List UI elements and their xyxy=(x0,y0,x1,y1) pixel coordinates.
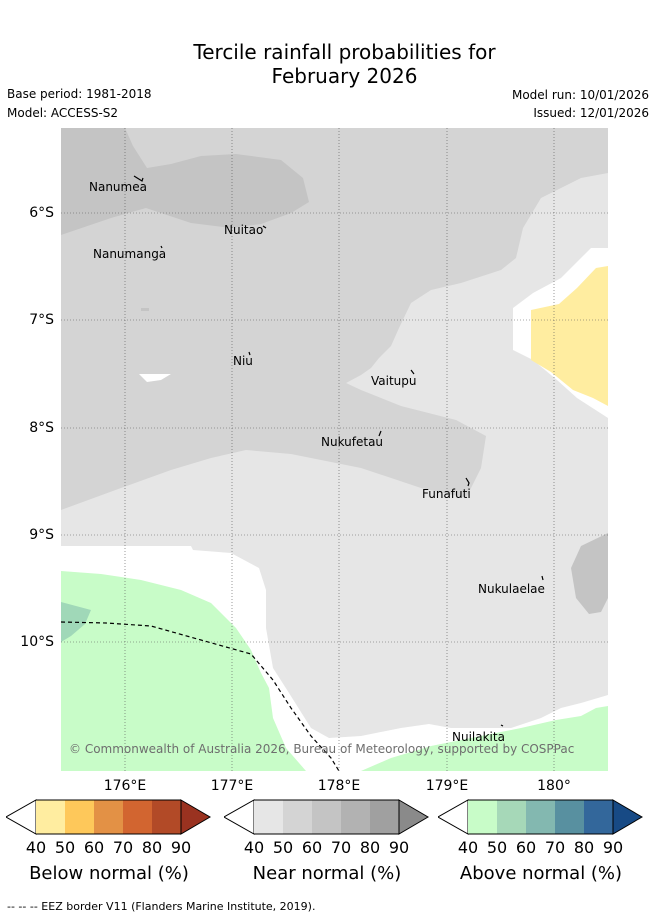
colorbar-below-normal xyxy=(6,799,211,835)
near-normal-60-patch xyxy=(571,533,608,614)
map-title: Tercile rainfall probabilities for Febru… xyxy=(0,40,655,88)
colorbar-tick: 70 xyxy=(330,838,352,857)
eez-footnote: -- -- -- EEZ border V11 (Flanders Marine… xyxy=(7,900,316,913)
lat-label: 8°S xyxy=(29,420,54,436)
colorbar-tick: 40 xyxy=(243,838,265,857)
colorbar-tick: 90 xyxy=(170,838,192,857)
above-normal-40-area-right xyxy=(361,706,608,771)
eez-border xyxy=(61,621,340,771)
small-island-patch xyxy=(141,308,149,311)
lon-label: 176°E xyxy=(103,778,147,794)
lat-label: 7°S xyxy=(29,312,54,328)
small-island-patch-2 xyxy=(139,374,171,382)
place-label: Funafuti xyxy=(422,487,471,501)
colorbar-title-near: Near normal (%) xyxy=(252,863,402,884)
lon-label: 179°E xyxy=(425,778,469,794)
lon-label: 178°E xyxy=(317,778,361,794)
near-normal-60-area xyxy=(61,128,309,235)
place-label: Nanumanga xyxy=(93,247,167,261)
lon-label: 180° xyxy=(537,778,571,794)
above-normal-40-area xyxy=(61,571,306,771)
place-label: Nukufetau xyxy=(321,435,384,449)
lat-label: 9°S xyxy=(29,527,54,543)
issued-date: Issued: 12/01/2026 xyxy=(533,106,649,120)
colorbar-title-below: Below normal (%) xyxy=(29,863,189,884)
island-markers xyxy=(133,175,544,727)
colorbar-tick: 90 xyxy=(388,838,410,857)
place-label: Nukulaelae xyxy=(478,582,545,596)
colorbar-tick: 40 xyxy=(25,838,47,857)
lon-label: 177°E xyxy=(210,778,254,794)
colorbar-swatch xyxy=(36,800,65,834)
place-label: Nuilakita xyxy=(452,730,505,744)
colorbar-tick: 50 xyxy=(486,838,508,857)
colorbar-tick: 60 xyxy=(83,838,105,857)
gridlines xyxy=(61,128,608,771)
colorbar-swatch xyxy=(152,800,181,834)
colorbar-tick: 60 xyxy=(515,838,537,857)
colorbar-tick: 80 xyxy=(573,838,595,857)
place-label: Nanumea xyxy=(89,180,147,194)
place-label: Nuitao xyxy=(224,223,264,237)
colorbar-title-above: Above normal (%) xyxy=(459,863,623,884)
colorbar-above-normal xyxy=(438,799,643,835)
rainfall-map xyxy=(61,128,608,771)
colorbar-tick: 80 xyxy=(141,838,163,857)
lat-label: 10°S xyxy=(20,634,54,650)
lat-label: 6°S xyxy=(29,205,54,221)
base-period: Base period: 1981-2018 xyxy=(7,87,152,101)
colorbar-tick: 50 xyxy=(54,838,76,857)
below-normal-40-area xyxy=(531,266,608,406)
colorbar-tick: 80 xyxy=(359,838,381,857)
colorbar-tick: 40 xyxy=(457,838,479,857)
colorbar-tick: 70 xyxy=(544,838,566,857)
colorbar-swatch xyxy=(123,800,152,834)
colorbar-swatch xyxy=(65,800,94,834)
place-label: Niu xyxy=(233,354,253,368)
copyright-credit: © Commonwealth of Australia 2026, Bureau… xyxy=(69,742,575,756)
title-line-1: Tercile rainfall probabilities for xyxy=(193,40,496,64)
model-run: Model run: 10/01/2026 xyxy=(511,88,649,102)
colorbar-tick: 60 xyxy=(301,838,323,857)
colorbar-swatch xyxy=(94,800,123,834)
colorbar-tick: 70 xyxy=(112,838,134,857)
colorbar-tick: 90 xyxy=(602,838,624,857)
colorbar-tick: 50 xyxy=(272,838,294,857)
title-line-2: February 2026 xyxy=(271,64,418,88)
model-name: Model: ACCESS-S2 xyxy=(7,106,119,120)
colorbar-near-normal xyxy=(224,799,429,835)
place-label: Vaitupu xyxy=(371,374,417,388)
